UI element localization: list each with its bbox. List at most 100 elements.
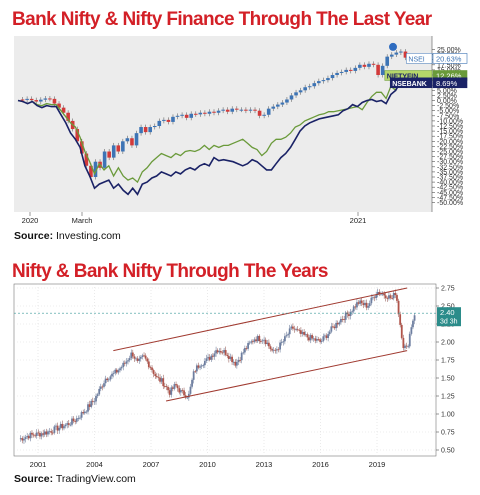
chart2-candle (218, 351, 221, 353)
chart1-candle (317, 81, 321, 84)
chart2-candle (59, 423, 62, 428)
chart2-candle (248, 342, 251, 344)
chart1-y-tick-label: -22.50% (437, 144, 463, 151)
chart1-candle (20, 99, 25, 101)
chart1-candle (344, 69, 348, 72)
chart2-candle (202, 365, 205, 366)
chart2-y-tick-label: 2.00 (441, 340, 455, 347)
chart2-candle (327, 334, 330, 338)
chart2-candle (357, 302, 360, 304)
chart2-candle (35, 432, 38, 436)
chart2-candle (191, 379, 193, 387)
chart2-candle (282, 341, 285, 343)
chart2-candle (264, 339, 267, 345)
chart2-candle (317, 339, 320, 340)
chart2-candle (384, 295, 387, 299)
chart2-y-tick-label: 2.75 (441, 286, 455, 293)
chart2-source-name: TradingView.com (55, 473, 136, 485)
chart2-candle (296, 329, 299, 331)
chart2-candle (243, 348, 246, 353)
chart2-candle (292, 326, 294, 329)
chart2-candle (119, 368, 121, 371)
chart1-y-tick-label: -15.00% (437, 129, 463, 136)
chart2-candle (351, 311, 354, 313)
chart2-candle (91, 400, 94, 402)
chart2-candle (152, 370, 155, 375)
chart1-candle (89, 165, 93, 177)
chart2-candle (306, 334, 309, 338)
chart2-y-tick-label: 0.75 (441, 430, 455, 437)
chart1-marker-icon (389, 42, 397, 51)
chart2-candle (372, 297, 374, 299)
chart2-candle (66, 423, 69, 425)
chart1-candle (244, 109, 248, 111)
chart1-candle (207, 111, 212, 114)
chart2-candle (388, 295, 390, 299)
chart1-candle (367, 63, 371, 67)
chart1-candle (143, 127, 148, 133)
chart1-plot-area (14, 36, 432, 212)
chart1-value-box (432, 53, 468, 64)
chart2-title: Nifty & Bank Nifty Through The Years (12, 261, 328, 282)
chart2-plot-area (13, 283, 437, 457)
chart1-candle (66, 112, 70, 121)
chart1-candle (111, 145, 116, 158)
chart2-candle (32, 434, 35, 436)
chart2-candle (341, 318, 344, 320)
chart2-candle (405, 345, 408, 347)
chart2-candle (219, 351, 222, 353)
chart2-candle (77, 418, 80, 419)
chart2-candle (293, 328, 296, 330)
chart2-candle (250, 341, 253, 343)
chart1-candle (280, 102, 285, 105)
chart2-candle (135, 358, 137, 360)
chart2-candle (362, 303, 365, 306)
chart2-candle (115, 369, 118, 373)
chart2-candle (376, 291, 379, 296)
chart2-candle (55, 425, 57, 427)
chart1-candle (307, 86, 312, 88)
chart2-candle (287, 334, 290, 336)
chart2-candle (267, 342, 270, 347)
chart2-candle (87, 404, 89, 412)
chart2-candle (61, 423, 64, 429)
chart2-candle (370, 297, 373, 304)
chart2-candle (304, 334, 307, 336)
chart2-candle (344, 312, 347, 320)
chart2-candle (141, 355, 144, 357)
chart1-candle (75, 129, 80, 142)
chart2-candle (56, 425, 59, 431)
chart2-candle (259, 341, 262, 342)
chart2-candle (312, 338, 315, 340)
chart2-candle (21, 438, 24, 441)
chart1-candle (257, 110, 262, 116)
chart1-candle (157, 120, 162, 126)
chart2-candle (37, 432, 40, 434)
chart2-candle (300, 330, 302, 334)
chart2-candle (147, 361, 150, 368)
chart2-candle (171, 387, 174, 389)
chart2-candle (386, 298, 389, 299)
chart2-candle (203, 361, 206, 366)
chart2-candle (269, 346, 272, 350)
chart2-candle (208, 357, 211, 360)
chart2-candle (39, 433, 41, 437)
chart2-candle (397, 300, 400, 315)
chart2-candle (391, 298, 394, 299)
chart2-candle (261, 340, 264, 342)
chart1-y-tick-label: -17.50% (437, 134, 463, 141)
chart2-candle (90, 400, 93, 407)
chart2-candle (231, 356, 233, 363)
chart2-trendline-lower (165, 350, 408, 402)
chart1-candle (57, 103, 61, 108)
chart2-candle (360, 300, 363, 304)
chart1-line-nsebank (17, 81, 411, 196)
chart2-candle (199, 366, 201, 368)
chart1-candle (326, 78, 330, 81)
chart2-candle (413, 315, 416, 321)
chart2-candle (186, 397, 189, 399)
chart2-candle (101, 386, 104, 388)
chart2-candle (139, 356, 142, 359)
chart2-candle (354, 306, 357, 308)
chart2-candle (349, 311, 352, 316)
